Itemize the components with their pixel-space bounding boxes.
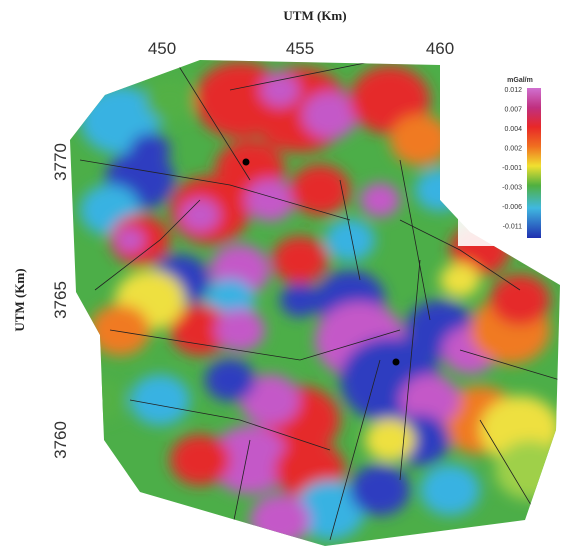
anomaly [245,179,295,222]
anomaly [272,236,328,284]
anomaly [360,183,400,217]
anomaly [170,435,230,486]
legend-label: 0.002 [504,146,522,153]
legend: mGal/m 0.012 0.007 0.004 0.002 -0.001 -0.003 -… [458,74,548,246]
legend-label: -0.006 [502,204,522,211]
colorbar [527,88,541,238]
y-tick-label: 3760 [51,421,70,459]
legend-label: -0.003 [502,185,522,192]
y-axis-title: UTM (Km) [12,268,27,331]
anomaly [260,73,300,107]
anomaly [145,79,195,122]
station [243,159,250,166]
legend-label: -0.001 [502,165,522,172]
anomaly [115,227,145,253]
legend-label: 0.004 [504,126,522,133]
anomaly [420,465,480,516]
anomaly [180,198,220,232]
anomaly [495,440,565,500]
x-axis-title: UTM (Km) [283,8,346,23]
anomaly [90,305,150,356]
page: {"map": { "x_title": "UTM (Km)", "y_titl… [0,0,569,550]
anomaly [390,115,450,166]
station [393,359,400,366]
anomaly [205,359,255,402]
legend-label: -0.011 [503,224,522,231]
x-tick-label: 450 [148,39,176,58]
legend-label: 0.007 [504,107,522,114]
anomaly [365,419,415,462]
anomaly [302,91,358,139]
anomaly [75,379,125,422]
anomaly [490,275,550,326]
anomaly [290,165,350,216]
legend-title: mGal/m [507,77,533,84]
map-figure: UTM (Km) UTM (Km) mGal/m 0.012 0.007 0.004… [0,0,569,550]
anomaly [130,133,170,167]
y-tick-label: 3765 [51,281,70,319]
anomaly [130,375,190,426]
x-tick-label: 455 [286,39,314,58]
anomaly [215,309,265,352]
anomaly [250,495,310,546]
x-tick-label: 460 [426,39,454,58]
anomaly [325,219,375,262]
anomaly [280,283,320,317]
anomaly [440,263,480,297]
y-tick-label: 3770 [51,143,70,181]
legend-label: 0.012 [504,87,522,94]
anomaly [415,169,465,212]
